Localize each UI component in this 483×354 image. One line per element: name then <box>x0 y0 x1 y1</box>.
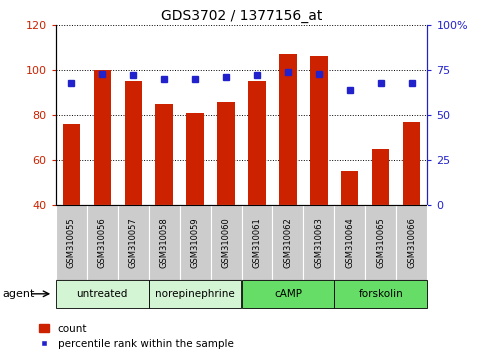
Bar <box>366 205 397 280</box>
Bar <box>242 280 334 308</box>
Text: GSM310060: GSM310060 <box>222 217 230 268</box>
Text: GSM310065: GSM310065 <box>376 217 385 268</box>
Bar <box>186 113 203 205</box>
Bar <box>180 205 211 280</box>
Text: norepinephrine: norepinephrine <box>155 289 235 299</box>
Text: GSM310061: GSM310061 <box>253 217 261 268</box>
Text: GSM310063: GSM310063 <box>314 217 324 268</box>
Bar <box>94 70 111 205</box>
Text: untreated: untreated <box>76 289 128 299</box>
Text: GSM310058: GSM310058 <box>159 217 169 268</box>
Bar <box>242 205 272 280</box>
Bar <box>397 205 427 280</box>
Bar <box>56 280 149 308</box>
Text: GSM310059: GSM310059 <box>190 217 199 268</box>
Bar <box>86 205 117 280</box>
Bar <box>303 205 334 280</box>
Legend: count, percentile rank within the sample: count, percentile rank within the sample <box>39 324 234 349</box>
Bar <box>56 205 86 280</box>
Text: GSM310056: GSM310056 <box>98 217 107 268</box>
Text: cAMP: cAMP <box>274 289 302 299</box>
Bar <box>62 124 80 205</box>
Bar <box>156 104 172 205</box>
Text: GSM310062: GSM310062 <box>284 217 293 268</box>
Text: GSM310055: GSM310055 <box>67 217 75 268</box>
Bar <box>334 280 427 308</box>
Bar <box>334 205 366 280</box>
Bar <box>311 56 327 205</box>
Bar <box>125 81 142 205</box>
Bar <box>149 280 242 308</box>
Text: GDS3702 / 1377156_at: GDS3702 / 1377156_at <box>161 9 322 23</box>
Text: GSM310057: GSM310057 <box>128 217 138 268</box>
Text: agent: agent <box>2 289 35 299</box>
Text: GSM310066: GSM310066 <box>408 217 416 268</box>
Bar <box>272 205 303 280</box>
Bar <box>117 205 149 280</box>
Bar <box>280 54 297 205</box>
Bar <box>372 149 389 205</box>
Bar <box>217 102 235 205</box>
Bar <box>341 171 358 205</box>
Bar <box>248 81 266 205</box>
Bar <box>403 122 421 205</box>
Text: GSM310064: GSM310064 <box>345 217 355 268</box>
Bar <box>211 205 242 280</box>
Text: forskolin: forskolin <box>358 289 403 299</box>
Bar <box>149 205 180 280</box>
